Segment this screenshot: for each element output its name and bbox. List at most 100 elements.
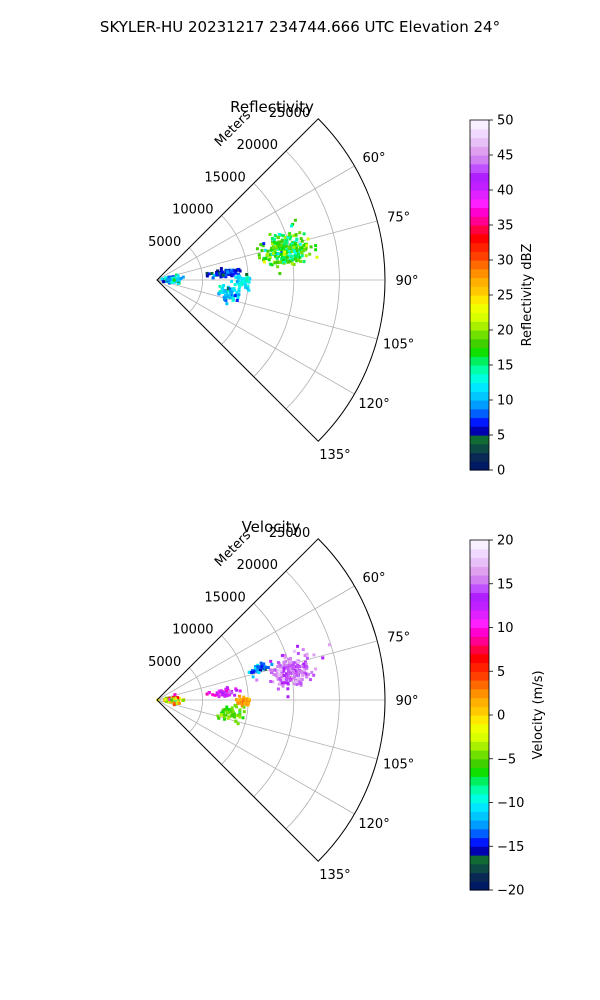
data-cell (300, 246, 304, 250)
data-cell (181, 275, 185, 279)
colorbar-swatch (470, 461, 489, 471)
colorbar-swatch (470, 653, 489, 664)
data-cell (279, 233, 283, 237)
azimuth-tick-label-4: 120° (358, 817, 389, 832)
azimuth-gridline-4 (156, 279, 355, 395)
colorbar-swatch (470, 811, 489, 821)
data-cell (287, 260, 291, 264)
data-cell (210, 272, 214, 276)
data-cell (233, 288, 237, 292)
data-cell (245, 278, 249, 282)
data-cell (290, 668, 294, 672)
data-cell (296, 679, 300, 683)
data-cell (236, 722, 240, 726)
data-cell (295, 674, 299, 678)
data-cell (302, 665, 306, 669)
data-cell (272, 240, 276, 244)
colorbar-swatch (470, 452, 489, 462)
sector-boundary (156, 118, 386, 442)
data-cell (236, 698, 240, 702)
colorbar-swatch (470, 566, 489, 576)
data-cell (233, 693, 237, 697)
data-cell (223, 290, 227, 294)
data-cell (292, 263, 296, 267)
data-cell (224, 687, 228, 691)
data-cell (282, 234, 286, 238)
data-cell (299, 237, 303, 241)
data-cell (160, 277, 164, 281)
data-cell (287, 674, 291, 678)
colorbar-swatch (470, 155, 489, 165)
data-cell (212, 274, 216, 278)
colorbar-swatch (470, 242, 489, 252)
data-cell (314, 667, 318, 671)
colorbar-swatch (470, 225, 489, 235)
data-cell (260, 665, 264, 669)
data-cell (176, 696, 180, 700)
data-cell (290, 262, 294, 266)
colorbar-swatch (470, 741, 489, 751)
data-cell (294, 680, 298, 684)
azimuth-tick-label-1: 75° (387, 630, 410, 645)
azimuth-tick-label-1: 75° (387, 210, 410, 225)
colorbar-swatch (470, 330, 489, 340)
data-cell (170, 698, 174, 702)
colorbar-swatch (470, 426, 489, 436)
data-cell (280, 257, 284, 261)
data-cell (226, 287, 230, 291)
data-cell (225, 270, 229, 274)
data-cell (234, 271, 238, 275)
data-cell (177, 701, 181, 705)
data-cell (221, 710, 225, 714)
data-cell (257, 666, 261, 670)
colorbar-swatch (470, 592, 489, 602)
data-cell (276, 260, 280, 264)
data-cell (280, 239, 284, 243)
data-cell (302, 662, 306, 666)
data-cell (169, 700, 173, 704)
colorbar-tick-label-2: 10 (497, 394, 514, 409)
data-cell (226, 289, 230, 293)
colorbar-swatch (470, 828, 489, 839)
data-cell (222, 717, 226, 721)
data-cell (295, 247, 299, 251)
data-cell (240, 279, 244, 283)
azimuth-tick-label-5: 135° (319, 868, 350, 883)
data-cell (216, 692, 220, 696)
data-cell (287, 254, 291, 258)
data-cell (282, 663, 286, 667)
data-cell (286, 670, 290, 674)
data-cell (298, 242, 302, 246)
data-cell (219, 267, 223, 271)
data-cell (235, 298, 239, 302)
data-cell (231, 297, 235, 301)
colorbar-swatch (470, 601, 489, 611)
figure-title: SKYLER-HU 20231217 234744.666 UTC Elevat… (100, 18, 500, 36)
colorbar-swatch (470, 872, 489, 882)
data-cell (298, 255, 302, 259)
colorbar-swatch (470, 627, 489, 637)
data-cell (296, 670, 300, 674)
data-cell (276, 687, 280, 691)
data-cell (225, 693, 229, 697)
colorbar-tick-label-6: 30 (497, 254, 514, 269)
data-cell (296, 644, 300, 648)
range-tick-label-0: 5000 (148, 655, 181, 670)
data-cell (288, 251, 292, 255)
colorbar-swatch (470, 793, 489, 804)
data-cell (289, 669, 293, 673)
data-cell (260, 248, 264, 252)
data-cell (233, 283, 237, 287)
data-cell (231, 298, 235, 302)
colorbar-swatch (470, 277, 489, 287)
data-cell (236, 713, 240, 717)
data-cell (276, 669, 280, 673)
data-cell (287, 246, 291, 250)
data-cell (231, 294, 235, 298)
data-cell (226, 710, 230, 714)
data-cell (216, 714, 220, 718)
colorbar-swatch (470, 680, 489, 690)
colorbar-tick-label-4: 0 (497, 709, 505, 724)
data-cell (216, 269, 220, 273)
data-cell (228, 271, 232, 275)
